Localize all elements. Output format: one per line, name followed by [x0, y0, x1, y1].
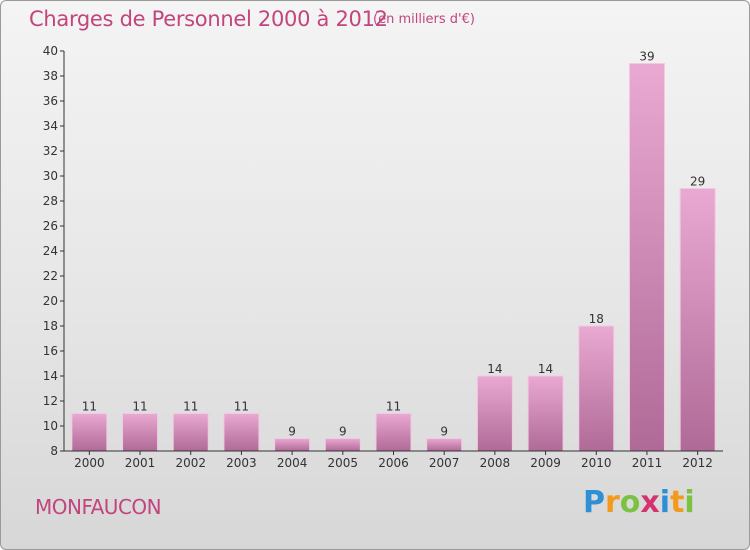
logo-letter: o	[619, 485, 641, 520]
bar	[679, 188, 716, 452]
x-tick-label: 2008	[480, 456, 511, 470]
x-tick-label: 2006	[378, 456, 409, 470]
bars-group: 11 11 11 11 9 9 11 9 14 14 18 39 29	[71, 50, 716, 452]
bar	[122, 413, 159, 452]
bar	[71, 413, 108, 452]
bar	[324, 438, 361, 452]
bar-value-label: 11	[386, 400, 401, 414]
bar	[426, 438, 463, 452]
x-tick-label: 2001	[125, 456, 156, 470]
logo-letter: r	[605, 485, 620, 520]
logo-letter: x	[640, 485, 660, 520]
bar-value-label: 18	[589, 312, 604, 326]
y-tick-label: 38	[43, 69, 58, 83]
x-tick-label: 2002	[175, 456, 206, 470]
bar	[274, 438, 311, 452]
y-tick-label: 32	[43, 144, 58, 158]
bar-value-label: 9	[339, 425, 347, 439]
y-tick-label: 28	[43, 194, 58, 208]
bar-value-label: 14	[538, 362, 553, 376]
bar-value-label: 9	[288, 425, 296, 439]
y-tick-label: 24	[43, 244, 58, 258]
y-tick-label: 20	[43, 294, 58, 308]
chart-unit-note: (en milliers d'€)	[373, 12, 475, 27]
x-tick-label: 2012	[682, 456, 713, 470]
bar-value-label: 11	[234, 400, 249, 414]
x-tick-label: 2011	[632, 456, 663, 470]
y-tick-label: 12	[43, 394, 58, 408]
y-tick-label: 36	[43, 94, 58, 108]
logo-letter: i	[659, 485, 671, 520]
bar	[578, 325, 615, 452]
bar-value-label: 11	[82, 400, 97, 414]
bar	[172, 413, 209, 452]
bar	[527, 375, 564, 452]
proxiti-logo: Proxiti	[583, 485, 695, 520]
x-axis: 2000 2001 2002 2003 2004 2005 2006 2007 2008 2009…	[64, 450, 723, 470]
y-tick-label: 18	[43, 319, 58, 333]
bar-value-label: 11	[132, 400, 147, 414]
bar-value-label: 11	[183, 400, 198, 414]
x-tick-label: 2007	[429, 456, 460, 470]
logo-letter: i	[684, 485, 695, 520]
x-tick-label: 2009	[530, 456, 561, 470]
y-tick-label: 16	[43, 344, 58, 358]
y-tick-label: 34	[43, 119, 58, 133]
x-tick-label: 2010	[581, 456, 612, 470]
bar-value-label: 14	[487, 362, 502, 376]
y-axis: 8 10 12 14 16 18 20 22 24 26 28 30 32 34 36 38 40	[43, 44, 65, 458]
bar-value-label: 39	[639, 50, 654, 64]
y-tick-label: 40	[43, 44, 58, 58]
bar	[223, 413, 260, 452]
logo-letter: P	[583, 485, 605, 520]
x-tick-label: 2004	[277, 456, 308, 470]
x-tick-label: 2000	[74, 456, 105, 470]
y-tick-label: 30	[43, 169, 58, 183]
x-tick-label: 2003	[226, 456, 257, 470]
logo-letter: t	[670, 485, 685, 520]
bar-value-label: 29	[690, 175, 705, 189]
bar	[628, 63, 665, 452]
chart-title: Charges de Personnel 2000 à 2012	[29, 7, 388, 31]
x-tick-label: 2005	[328, 456, 359, 470]
y-tick-label: 14	[43, 369, 58, 383]
y-tick-label: 22	[43, 269, 58, 283]
commune-name: MONFAUCON	[35, 495, 162, 519]
y-tick-label: 26	[43, 219, 58, 233]
y-tick-label: 8	[50, 444, 58, 458]
bar	[476, 375, 513, 452]
bar	[375, 413, 412, 452]
bar-value-label: 9	[440, 425, 448, 439]
y-tick-label: 10	[43, 419, 58, 433]
